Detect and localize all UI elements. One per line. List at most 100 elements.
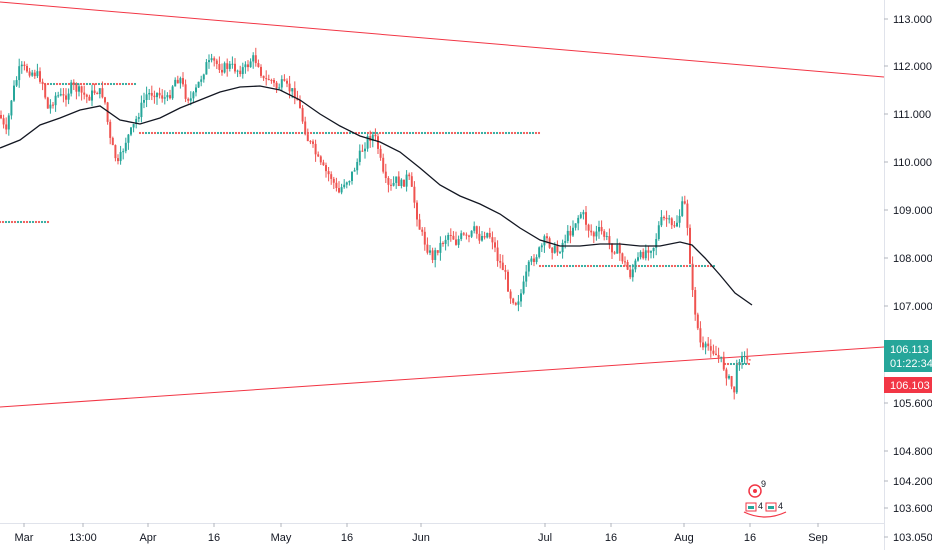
level-dot — [525, 131, 529, 135]
level-dot — [453, 131, 457, 135]
candle-body — [712, 350, 715, 354]
level-dot — [46, 220, 50, 224]
level-dot — [661, 264, 665, 268]
level-dot — [109, 82, 113, 86]
candle-body — [660, 217, 663, 226]
candle-body — [226, 63, 229, 69]
candle-body — [254, 55, 257, 64]
price-tick-label: 104.800 — [893, 446, 932, 458]
candle-body — [228, 63, 231, 69]
candle-body — [314, 143, 317, 155]
candle-body — [566, 230, 569, 242]
level-dot — [127, 82, 131, 86]
candle-body — [218, 64, 221, 70]
candle-body — [267, 79, 270, 81]
candle-body — [504, 270, 507, 272]
candle-body — [520, 293, 522, 302]
moving-average-layer — [0, 85, 753, 306]
level-dot — [613, 264, 617, 268]
level-dot — [694, 264, 698, 268]
candle-body — [650, 251, 652, 253]
level-dot — [204, 131, 208, 135]
price-tick-label: 111.000 — [893, 109, 931, 121]
candle-body — [501, 262, 504, 271]
level-dot — [616, 264, 620, 268]
lower-trendline[interactable] — [0, 346, 885, 408]
candle-body — [13, 85, 15, 101]
candle-body — [44, 84, 47, 98]
candle-body — [351, 171, 353, 181]
candle-body — [530, 258, 533, 262]
bid-price-value: 106.103 — [890, 380, 930, 392]
candle-body — [691, 263, 694, 291]
level-dot — [1, 220, 5, 224]
candle-body — [733, 386, 736, 393]
candle-body — [171, 86, 174, 99]
candle-body — [686, 203, 689, 228]
time-axis[interactable]: Mar 13:00 Apr 16 May 16 Jun Jul 16 Aug 16 Sep — [15, 523, 828, 544]
candle-body — [457, 239, 460, 245]
time-tick-label: Mar — [15, 532, 34, 544]
level-dot — [507, 131, 511, 135]
level-dot — [91, 82, 95, 86]
time-tick-label: Sep — [808, 532, 828, 544]
candle-body — [631, 269, 634, 278]
candle-body — [647, 250, 650, 253]
level-dot — [249, 131, 253, 135]
candle-body — [322, 162, 325, 166]
candle-body — [20, 64, 23, 67]
candle-body — [587, 224, 590, 231]
candle-body — [551, 247, 554, 253]
level-dot — [643, 264, 647, 268]
candle-body — [535, 257, 538, 263]
candle-body — [195, 87, 197, 93]
level-dot — [28, 220, 32, 224]
level-dot — [712, 264, 716, 268]
candle-body — [507, 271, 509, 292]
events-markers[interactable]: 9 4 4 — [743, 479, 787, 518]
candle-body — [371, 134, 374, 141]
level-dot — [222, 131, 226, 135]
level-dot — [498, 131, 502, 135]
candle-body — [325, 165, 327, 172]
level-dot — [504, 131, 508, 135]
level-dot — [231, 131, 235, 135]
candle-body — [387, 178, 390, 185]
candle-body — [143, 99, 145, 103]
event-dot-icon — [753, 489, 757, 493]
candle-body — [725, 369, 728, 379]
candle-body — [533, 258, 535, 263]
price-axis[interactable]: 113.000 112.000 111.000 110.000 109.000 108.0… — [884, 14, 932, 544]
candle-body — [122, 151, 125, 153]
moving-average-line[interactable] — [0, 85, 753, 306]
level-dot — [297, 131, 301, 135]
level-dot — [85, 82, 89, 86]
candle-body — [197, 81, 200, 88]
event-count-b: 4 — [758, 501, 763, 511]
candle-body — [634, 260, 637, 270]
level-dot — [471, 131, 475, 135]
candle-body — [345, 182, 348, 185]
level-dot — [495, 131, 499, 135]
candle-body — [468, 235, 470, 237]
candle-body — [377, 136, 379, 149]
candle-body — [78, 86, 80, 92]
candle-body — [689, 227, 691, 264]
candle-body — [408, 174, 411, 177]
level-dot — [408, 131, 412, 135]
candle-body — [572, 227, 574, 236]
candle-body — [278, 87, 281, 89]
level-dot — [219, 131, 223, 135]
level-dot — [405, 131, 409, 135]
upper-trendline[interactable] — [0, 1, 885, 78]
candle-body — [426, 244, 429, 253]
candle-body — [465, 234, 468, 236]
level-dot — [562, 264, 566, 268]
candle-body — [119, 151, 122, 162]
level-dot — [589, 264, 593, 268]
candle-body — [208, 60, 210, 63]
level-dot — [150, 131, 154, 135]
level-dot — [34, 220, 38, 224]
candle-body — [348, 180, 351, 183]
